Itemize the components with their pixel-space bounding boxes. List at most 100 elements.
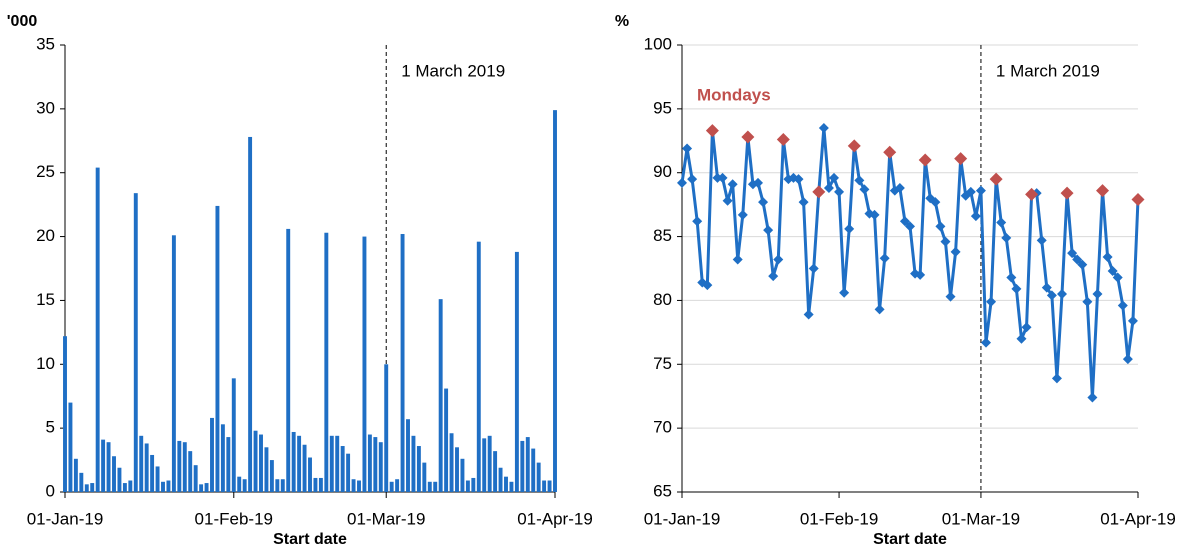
point (894, 183, 905, 194)
point (839, 287, 850, 298)
bar (280, 479, 285, 492)
x-tick-label: 01-Jan-19 (27, 509, 104, 528)
bar (482, 438, 487, 492)
point (677, 177, 687, 188)
x-tick-label: 01-Feb-19 (800, 509, 878, 528)
monday-point (989, 172, 1003, 186)
bar (531, 448, 536, 492)
bar (351, 479, 356, 492)
bar (362, 236, 367, 492)
bar (286, 228, 291, 492)
point (1057, 289, 1067, 300)
y-tick-label: 5 (46, 418, 55, 437)
bar (215, 205, 220, 493)
point (879, 253, 890, 264)
point (975, 185, 986, 196)
bar (226, 437, 231, 492)
bar (340, 446, 345, 492)
y-tick-label: 75 (653, 354, 672, 373)
bar (122, 483, 127, 492)
y-tick-label: 95 (653, 98, 672, 117)
point (986, 296, 997, 307)
point (1102, 252, 1113, 263)
point (829, 172, 839, 183)
bar (509, 481, 514, 492)
bar (231, 378, 236, 492)
bar (204, 483, 209, 492)
point (834, 186, 845, 197)
y-tick-label: 0 (46, 481, 55, 500)
bar (106, 442, 111, 492)
bar (84, 484, 89, 492)
point (945, 291, 956, 302)
point (859, 184, 870, 195)
x-axis-title: Start date (873, 531, 947, 548)
point (818, 123, 829, 134)
point (1077, 259, 1088, 270)
monday-point (812, 185, 826, 199)
point (803, 309, 814, 320)
bar (139, 435, 144, 492)
x-tick-label: 01-Apr-19 (517, 509, 593, 528)
point (1001, 232, 1012, 243)
point (996, 217, 1007, 228)
point (1016, 333, 1027, 344)
monday-point (741, 130, 755, 144)
point (717, 172, 728, 183)
bar (373, 437, 378, 492)
bar (416, 446, 421, 492)
point (823, 183, 834, 194)
bar (242, 479, 247, 492)
bar (193, 465, 198, 492)
point (1006, 272, 1017, 283)
bar (395, 479, 400, 492)
point (1051, 373, 1062, 384)
bar (542, 480, 547, 492)
bar (150, 454, 155, 492)
point (1117, 300, 1128, 311)
y-tick-label: 10 (36, 354, 55, 373)
bar (357, 480, 361, 492)
point (915, 269, 926, 280)
monday-point (954, 152, 968, 166)
y-tick-label: 25 (36, 162, 55, 181)
monday-point (1025, 187, 1039, 201)
x-tick-label: 01-Apr-19 (1100, 509, 1176, 528)
bar (237, 476, 242, 492)
point (722, 195, 733, 206)
bar (101, 439, 106, 492)
bar (547, 480, 552, 492)
bar (79, 472, 84, 492)
annotation: 1 March 2019 (401, 61, 505, 80)
bar (525, 437, 530, 492)
bar (465, 480, 470, 492)
monday-point (918, 153, 932, 167)
monday-point (705, 124, 719, 138)
bar (117, 467, 122, 492)
point (1112, 272, 1123, 283)
y-axis-title: '000 (7, 13, 38, 30)
bar (90, 483, 95, 492)
point (763, 225, 774, 236)
bar (308, 457, 312, 492)
bar (367, 434, 372, 492)
point (1067, 248, 1078, 259)
monday-point (847, 139, 861, 153)
bar (210, 417, 214, 492)
point (758, 197, 769, 208)
bar (297, 435, 302, 492)
bar (171, 235, 176, 492)
bar (188, 451, 193, 492)
y-tick-label: 80 (653, 290, 672, 309)
point (798, 197, 809, 208)
point (687, 174, 698, 185)
bar (514, 251, 519, 492)
bar (199, 484, 204, 492)
point (1092, 289, 1103, 300)
bar (133, 193, 138, 493)
bar (68, 402, 73, 492)
bar (128, 480, 133, 492)
bar (444, 388, 449, 492)
point (930, 197, 941, 208)
